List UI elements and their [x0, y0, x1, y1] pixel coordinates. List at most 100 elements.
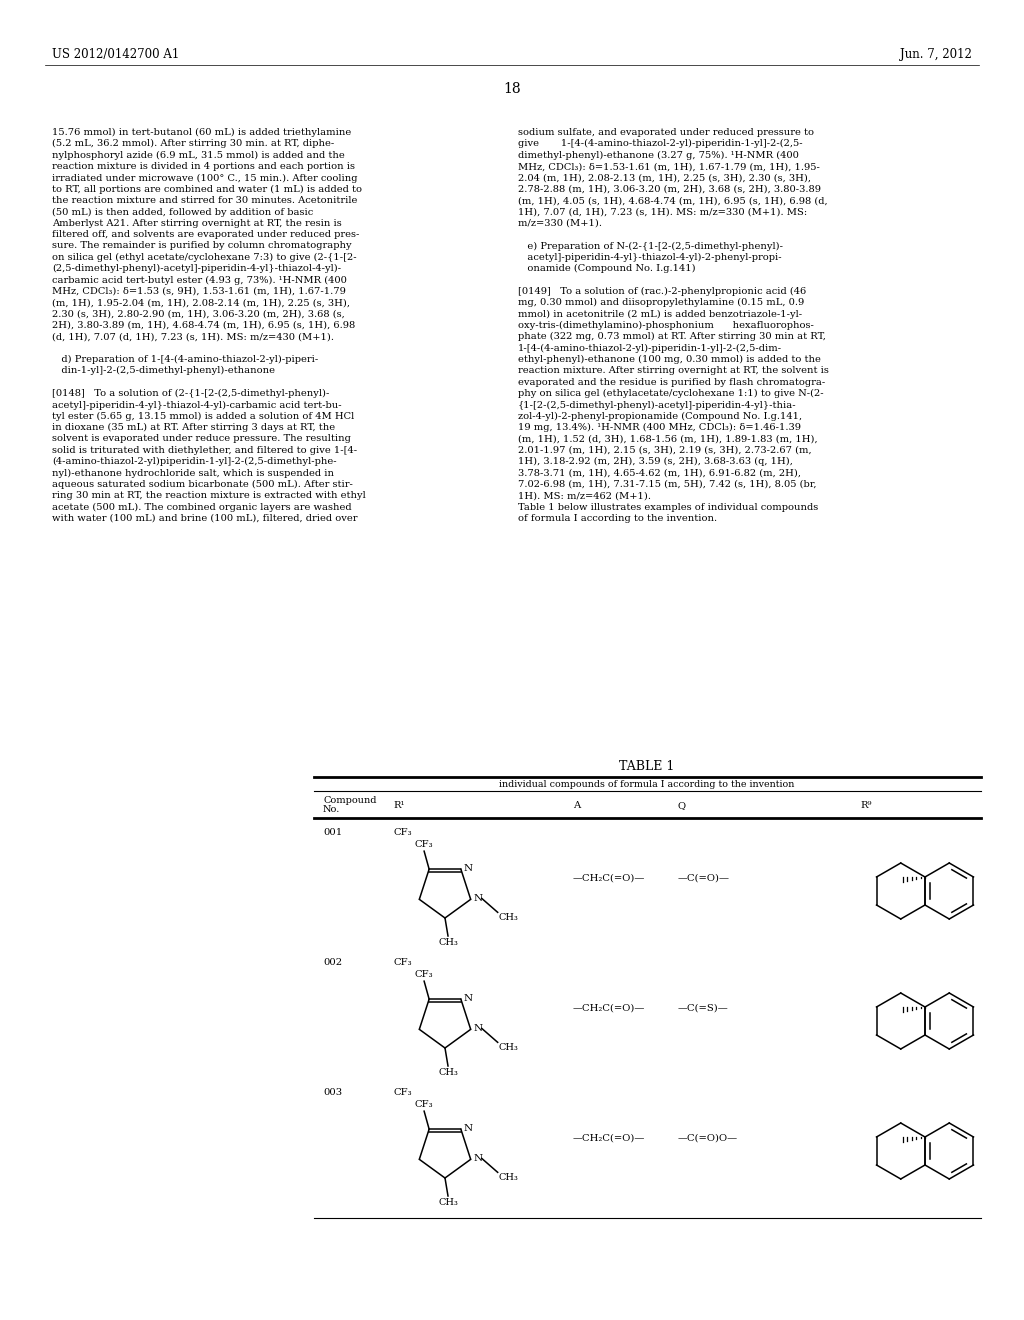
Text: 003: 003 [323, 1088, 342, 1097]
Text: 18: 18 [503, 82, 521, 96]
Text: 15.76 mmol) in tert-butanol (60 mL) is added triethylamine: 15.76 mmol) in tert-butanol (60 mL) is a… [52, 128, 351, 137]
Text: dimethyl-phenyl)-ethanone (3.27 g, 75%). ¹H-NMR (400: dimethyl-phenyl)-ethanone (3.27 g, 75%).… [518, 150, 799, 160]
Text: acetate (500 mL). The combined organic layers are washed: acetate (500 mL). The combined organic l… [52, 503, 351, 512]
Text: CF₃: CF₃ [415, 970, 433, 979]
Text: N: N [474, 894, 482, 903]
Text: acetyl]-piperidin-4-yl}-thiazol-4-yl)-2-phenyl-propi-: acetyl]-piperidin-4-yl}-thiazol-4-yl)-2-… [518, 253, 781, 261]
Text: oxy-tris-(dimethylamino)-phosphonium      hexafluorophos-: oxy-tris-(dimethylamino)-phosphonium hex… [518, 321, 814, 330]
Text: Jun. 7, 2012: Jun. 7, 2012 [900, 48, 972, 61]
Text: CF₃: CF₃ [393, 1088, 412, 1097]
Text: (d, 1H), 7.07 (d, 1H), 7.23 (s, 1H). MS: m/z=430 (M+1).: (d, 1H), 7.07 (d, 1H), 7.23 (s, 1H). MS:… [52, 333, 334, 342]
Text: mg, 0.30 mmol) and diisopropylethylamine (0.15 mL, 0.9: mg, 0.30 mmol) and diisopropylethylamine… [518, 298, 804, 308]
Text: US 2012/0142700 A1: US 2012/0142700 A1 [52, 48, 179, 61]
Text: 2.04 (m, 1H), 2.08-2.13 (m, 1H), 2.25 (s, 3H), 2.30 (s, 3H),: 2.04 (m, 1H), 2.08-2.13 (m, 1H), 2.25 (s… [518, 173, 811, 182]
Text: MHz, CDCl₃): δ=1.53-1.61 (m, 1H), 1.67-1.79 (m, 1H), 1.95-: MHz, CDCl₃): δ=1.53-1.61 (m, 1H), 1.67-1… [518, 162, 820, 172]
Text: m/z=330 (M+1).: m/z=330 (M+1). [518, 219, 602, 228]
Text: reaction mixture. After stirring overnight at RT, the solvent is: reaction mixture. After stirring overnig… [518, 367, 828, 375]
Text: e) Preparation of N-(2-{1-[2-(2,5-dimethyl-phenyl)-: e) Preparation of N-(2-{1-[2-(2,5-dimeth… [518, 242, 783, 251]
Text: (m, 1H), 1.52 (d, 3H), 1.68-1.56 (m, 1H), 1.89-1.83 (m, 1H),: (m, 1H), 1.52 (d, 3H), 1.68-1.56 (m, 1H)… [518, 434, 817, 444]
Text: 19 mg, 13.4%). ¹H-NMR (400 MHz, CDCl₃): δ=1.46-1.39: 19 mg, 13.4%). ¹H-NMR (400 MHz, CDCl₃): … [518, 424, 801, 432]
Text: CH₃: CH₃ [499, 1173, 518, 1183]
Text: aqueous saturated sodium bicarbonate (500 mL). After stir-: aqueous saturated sodium bicarbonate (50… [52, 480, 353, 488]
Text: R¹: R¹ [393, 801, 404, 810]
Text: (4-amino-thiazol-2-yl)piperidin-1-yl]-2-(2,5-dimethyl-phe-: (4-amino-thiazol-2-yl)piperidin-1-yl]-2-… [52, 457, 337, 466]
Text: 1H), 7.07 (d, 1H), 7.23 (s, 1H). MS: m/z=330 (M+1). MS:: 1H), 7.07 (d, 1H), 7.23 (s, 1H). MS: m/z… [518, 207, 807, 216]
Text: 1H). MS: m/z=462 (M+1).: 1H). MS: m/z=462 (M+1). [518, 491, 651, 500]
Text: CH₃: CH₃ [499, 1043, 518, 1052]
Text: phy on silica gel (ethylacetate/cyclohexane 1:1) to give N-(2-: phy on silica gel (ethylacetate/cyclohex… [518, 389, 823, 399]
Text: evaporated and the residue is purified by flash chromatogra-: evaporated and the residue is purified b… [518, 378, 825, 387]
Text: nyl)-ethanone hydrochloride salt, which is suspended in: nyl)-ethanone hydrochloride salt, which … [52, 469, 334, 478]
Text: TABLE 1: TABLE 1 [620, 760, 675, 774]
Text: Q: Q [678, 801, 686, 810]
Text: sodium sulfate, and evaporated under reduced pressure to: sodium sulfate, and evaporated under red… [518, 128, 814, 137]
Text: (5.2 mL, 36.2 mmol). After stirring 30 min. at RT, diphe-: (5.2 mL, 36.2 mmol). After stirring 30 m… [52, 140, 334, 148]
Text: solid is triturated with diethylether, and filtered to give 1-[4-: solid is triturated with diethylether, a… [52, 446, 357, 455]
Text: A: A [573, 801, 581, 810]
Text: —C(=S)—: —C(=S)— [678, 1005, 729, 1012]
Text: (m, 1H), 4.05 (s, 1H), 4.68-4.74 (m, 1H), 6.95 (s, 1H), 6.98 (d,: (m, 1H), 4.05 (s, 1H), 4.68-4.74 (m, 1H)… [518, 197, 827, 205]
Text: carbamic acid tert-butyl ester (4.93 g, 73%). ¹H-NMR (400: carbamic acid tert-butyl ester (4.93 g, … [52, 276, 347, 285]
Text: sure. The remainder is purified by column chromatography: sure. The remainder is purified by colum… [52, 242, 351, 251]
Text: din-1-yl]-2-(2,5-dimethyl-phenyl)-ethanone: din-1-yl]-2-(2,5-dimethyl-phenyl)-ethano… [52, 367, 275, 375]
Text: of formula I according to the invention.: of formula I according to the invention. [518, 513, 717, 523]
Text: (2,5-dimethyl-phenyl)-acetyl]-piperidin-4-yl}-thiazol-4-yl)-: (2,5-dimethyl-phenyl)-acetyl]-piperidin-… [52, 264, 341, 273]
Text: No.: No. [323, 805, 340, 814]
Text: —CH₂C(=O)—: —CH₂C(=O)— [573, 1134, 645, 1143]
Text: give       1-[4-(4-amino-thiazol-2-yl)-piperidin-1-yl]-2-(2,5-: give 1-[4-(4-amino-thiazol-2-yl)-piperid… [518, 140, 803, 148]
Text: [0149]   To a solution of (rac.)-2-phenylpropionic acid (46: [0149] To a solution of (rac.)-2-phenylp… [518, 286, 806, 296]
Text: zol-4-yl)-2-phenyl-propionamide (Compound No. I.g.141,: zol-4-yl)-2-phenyl-propionamide (Compoun… [518, 412, 802, 421]
Text: MHz, CDCl₃): δ=1.53 (s, 9H), 1.53-1.61 (m, 1H), 1.67-1.79: MHz, CDCl₃): δ=1.53 (s, 9H), 1.53-1.61 (… [52, 286, 346, 296]
Text: solvent is evaporated under reduce pressure. The resulting: solvent is evaporated under reduce press… [52, 434, 351, 444]
Text: CH₃: CH₃ [499, 913, 518, 923]
Text: (m, 1H), 1.95-2.04 (m, 1H), 2.08-2.14 (m, 1H), 2.25 (s, 3H),: (m, 1H), 1.95-2.04 (m, 1H), 2.08-2.14 (m… [52, 298, 350, 308]
Text: 2.01-1.97 (m, 1H), 2.15 (s, 3H), 2.19 (s, 3H), 2.73-2.67 (m,: 2.01-1.97 (m, 1H), 2.15 (s, 3H), 2.19 (s… [518, 446, 812, 455]
Text: phate (322 mg, 0.73 mmol) at RT. After stirring 30 min at RT,: phate (322 mg, 0.73 mmol) at RT. After s… [518, 333, 826, 342]
Text: [0148]   To a solution of (2-{1-[2-(2,5-dimethyl-phenyl)-: [0148] To a solution of (2-{1-[2-(2,5-di… [52, 389, 330, 399]
Text: individual compounds of formula I according to the invention: individual compounds of formula I accord… [500, 780, 795, 789]
Text: tyl ester (5.65 g, 13.15 mmol) is added a solution of 4M HCl: tyl ester (5.65 g, 13.15 mmol) is added … [52, 412, 354, 421]
Text: the reaction mixture and stirred for 30 minutes. Acetonitrile: the reaction mixture and stirred for 30 … [52, 197, 357, 205]
Text: N: N [474, 1024, 482, 1032]
Text: mmol) in acetonitrile (2 mL) is added benzotriazole-1-yl-: mmol) in acetonitrile (2 mL) is added be… [518, 310, 802, 318]
Text: with water (100 mL) and brine (100 mL), filtered, dried over: with water (100 mL) and brine (100 mL), … [52, 513, 357, 523]
Text: —C(=O)—: —C(=O)— [678, 874, 730, 883]
Text: 2.30 (s, 3H), 2.80-2.90 (m, 1H), 3.06-3.20 (m, 2H), 3.68 (s,: 2.30 (s, 3H), 2.80-2.90 (m, 1H), 3.06-3.… [52, 310, 345, 318]
Text: 3.78-3.71 (m, 1H), 4.65-4.62 (m, 1H), 6.91-6.82 (m, 2H),: 3.78-3.71 (m, 1H), 4.65-4.62 (m, 1H), 6.… [518, 469, 801, 478]
Text: N: N [474, 1154, 482, 1163]
Text: CF₃: CF₃ [415, 840, 433, 849]
Text: CH₃: CH₃ [438, 1199, 458, 1206]
Text: reaction mixture is divided in 4 portions and each portion is: reaction mixture is divided in 4 portion… [52, 162, 355, 172]
Text: {1-[2-(2,5-dimethyl-phenyl)-acetyl]-piperidin-4-yl}-thia-: {1-[2-(2,5-dimethyl-phenyl)-acetyl]-pipe… [518, 400, 797, 409]
Text: on silica gel (ethyl acetate/cyclohexane 7:3) to give (2-{1-[2-: on silica gel (ethyl acetate/cyclohexane… [52, 253, 356, 261]
Text: 7.02-6.98 (m, 1H), 7.31-7.15 (m, 5H), 7.42 (s, 1H), 8.05 (br,: 7.02-6.98 (m, 1H), 7.31-7.15 (m, 5H), 7.… [518, 480, 816, 488]
Text: CF₃: CF₃ [393, 828, 412, 837]
Text: CF₃: CF₃ [393, 958, 412, 968]
Text: acetyl]-piperidin-4-yl}-thiazol-4-yl)-carbamic acid tert-bu-: acetyl]-piperidin-4-yl}-thiazol-4-yl)-ca… [52, 400, 342, 409]
Text: 001: 001 [323, 828, 342, 837]
Text: Table 1 below illustrates examples of individual compounds: Table 1 below illustrates examples of in… [518, 503, 818, 512]
Text: CH₃: CH₃ [438, 1068, 458, 1077]
Text: 2.78-2.88 (m, 1H), 3.06-3.20 (m, 2H), 3.68 (s, 2H), 3.80-3.89: 2.78-2.88 (m, 1H), 3.06-3.20 (m, 2H), 3.… [518, 185, 821, 194]
Text: R⁹: R⁹ [860, 801, 871, 810]
Text: —C(=O)O—: —C(=O)O— [678, 1134, 738, 1143]
Text: CF₃: CF₃ [415, 1100, 433, 1109]
Text: N: N [464, 994, 473, 1003]
Text: nylphosphoryl azide (6.9 mL, 31.5 mmol) is added and the: nylphosphoryl azide (6.9 mL, 31.5 mmol) … [52, 150, 345, 160]
Text: 1-[4-(4-amino-thiazol-2-yl)-piperidin-1-yl]-2-(2,5-dim-: 1-[4-(4-amino-thiazol-2-yl)-piperidin-1-… [518, 343, 782, 352]
Text: CH₃: CH₃ [438, 939, 458, 946]
Text: —CH₂C(=O)—: —CH₂C(=O)— [573, 874, 645, 883]
Text: onamide (Compound No. I.g.141): onamide (Compound No. I.g.141) [518, 264, 695, 273]
Text: —CH₂C(=O)—: —CH₂C(=O)— [573, 1005, 645, 1012]
Text: N: N [464, 863, 473, 873]
Text: to RT, all portions are combined and water (1 mL) is added to: to RT, all portions are combined and wat… [52, 185, 362, 194]
Text: 002: 002 [323, 958, 342, 968]
Text: filtered off, and solvents are evaporated under reduced pres-: filtered off, and solvents are evaporate… [52, 230, 359, 239]
Text: N: N [464, 1123, 473, 1133]
Text: irradiated under microwave (100° C., 15 min.). After cooling: irradiated under microwave (100° C., 15 … [52, 173, 357, 182]
Text: d) Preparation of 1-[4-(4-amino-thiazol-2-yl)-piperi-: d) Preparation of 1-[4-(4-amino-thiazol-… [52, 355, 318, 364]
Text: (50 mL) is then added, followed by addition of basic: (50 mL) is then added, followed by addit… [52, 207, 313, 216]
Text: 2H), 3.80-3.89 (m, 1H), 4.68-4.74 (m, 1H), 6.95 (s, 1H), 6.98: 2H), 3.80-3.89 (m, 1H), 4.68-4.74 (m, 1H… [52, 321, 355, 330]
Text: ethyl-phenyl)-ethanone (100 mg, 0.30 mmol) is added to the: ethyl-phenyl)-ethanone (100 mg, 0.30 mmo… [518, 355, 821, 364]
Text: Amberlyst A21. After stirring overnight at RT, the resin is: Amberlyst A21. After stirring overnight … [52, 219, 342, 228]
